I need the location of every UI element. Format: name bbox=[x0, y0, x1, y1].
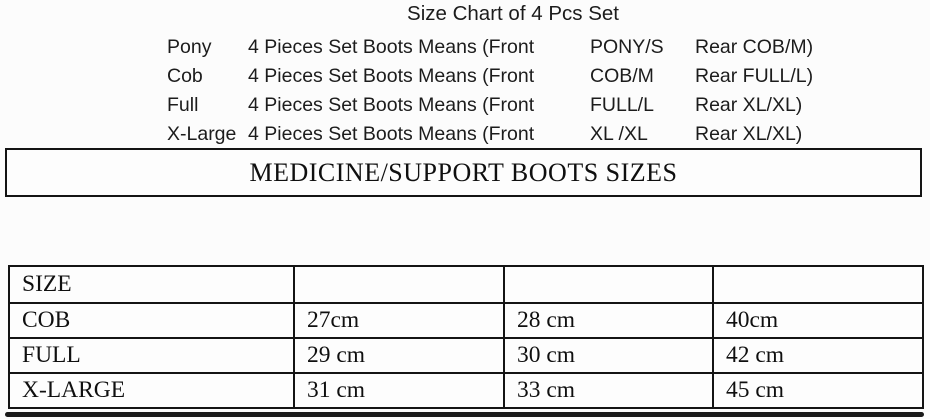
bottom-divider-line bbox=[5, 412, 924, 417]
size-table-header-cell bbox=[293, 265, 505, 304]
set-label: Full bbox=[167, 94, 199, 116]
size-name-cell: X-LARGE bbox=[8, 372, 295, 409]
size-table-header-cell: SIZE bbox=[8, 265, 295, 304]
set-descriptions: Pony 4 Pieces Set Boots Means (Front PON… bbox=[167, 33, 813, 149]
measurement-cell: 29 cm bbox=[293, 337, 505, 374]
set-description-row-xlarge: X-Large 4 Pieces Set Boots Means (Front … bbox=[167, 120, 813, 149]
set-label: Pony bbox=[167, 36, 212, 58]
set-rear-size: Rear XL/XL) bbox=[695, 94, 803, 116]
set-label: X-Large bbox=[167, 123, 237, 145]
measurement-cell: 45 cm bbox=[712, 372, 924, 409]
set-label: Cob bbox=[167, 65, 203, 87]
measurement-cell: 31 cm bbox=[293, 372, 505, 409]
set-description-row-cob: Cob 4 Pieces Set Boots Means (Front COB/… bbox=[167, 62, 813, 91]
set-front-size: COB/M bbox=[590, 65, 654, 87]
set-rear-size: Rear XL/XL) bbox=[695, 123, 803, 145]
medicine-support-banner: MEDICINE/SUPPORT BOOTS SIZES bbox=[5, 148, 922, 197]
set-description-row-pony: Pony 4 Pieces Set Boots Means (Front PON… bbox=[167, 33, 813, 62]
measurement-cell: 42 cm bbox=[712, 337, 924, 374]
set-rear-size: Rear FULL/L) bbox=[695, 65, 814, 87]
size-table-header-cell bbox=[712, 265, 924, 304]
size-table-row-cob: COB 27cm 28 cm 40cm bbox=[8, 302, 924, 339]
measurement-cell: 33 cm bbox=[503, 372, 714, 409]
set-front-size: PONY/S bbox=[590, 36, 664, 58]
size-table-header-row: SIZE bbox=[8, 265, 924, 304]
set-rear-size: Rear COB/M) bbox=[695, 36, 814, 58]
measurement-cell: 27cm bbox=[293, 302, 505, 339]
measurement-cell: 30 cm bbox=[503, 337, 714, 374]
measurement-cell: 40cm bbox=[712, 302, 924, 339]
size-name-cell: COB bbox=[8, 302, 295, 339]
page-title: Size Chart of 4 Pcs Set bbox=[407, 2, 619, 25]
set-front-size: FULL/L bbox=[590, 94, 654, 116]
banner-title: MEDICINE/SUPPORT BOOTS SIZES bbox=[249, 157, 678, 187]
set-means-text: 4 Pieces Set Boots Means (Front bbox=[248, 123, 535, 145]
set-front-size: XL /XL bbox=[590, 123, 648, 145]
set-means-text: 4 Pieces Set Boots Means (Front bbox=[248, 65, 535, 87]
size-table-row-xlarge: X-LARGE 31 cm 33 cm 45 cm bbox=[8, 372, 924, 409]
set-means-text: 4 Pieces Set Boots Means (Front bbox=[248, 94, 535, 116]
size-table-row-full: FULL 29 cm 30 cm 42 cm bbox=[8, 337, 924, 374]
set-description-row-full: Full 4 Pieces Set Boots Means (Front FUL… bbox=[167, 91, 813, 120]
set-means-text: 4 Pieces Set Boots Means (Front bbox=[248, 36, 535, 58]
measurement-cell: 28 cm bbox=[503, 302, 714, 339]
size-table-header-cell bbox=[503, 265, 714, 304]
size-name-cell: FULL bbox=[8, 337, 295, 374]
size-table: SIZE COB 27cm 28 cm 40cm FULL 29 cm 30 c… bbox=[8, 265, 924, 409]
